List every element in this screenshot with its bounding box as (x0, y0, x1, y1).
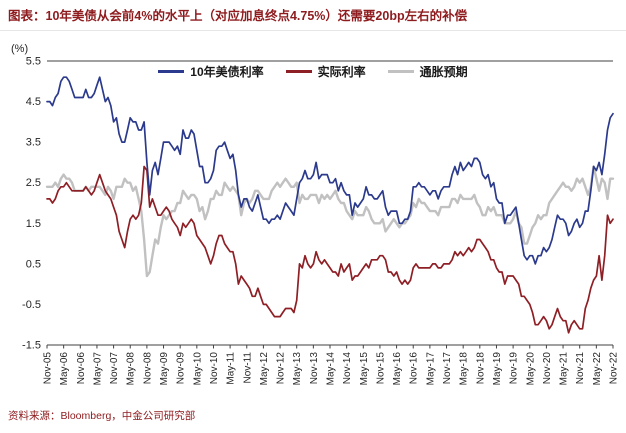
x-tick-label: May-10 (192, 352, 203, 386)
x-tick-label: Nov-13 (309, 352, 320, 385)
x-tick-label: Nov-16 (409, 352, 420, 385)
y-tick-label: -0.5 (22, 299, 41, 311)
y-tick-label: 2.5 (26, 177, 41, 189)
x-tick-label: Nov-18 (475, 352, 486, 385)
x-tick-label: May-06 (59, 352, 70, 386)
x-tick-label: May-22 (592, 352, 603, 386)
y-axis-unit-label: (%) (11, 43, 29, 55)
y-tick-label: 3.5 (26, 137, 41, 149)
y-tick-label: -1.5 (22, 340, 41, 352)
nominal-yield-line (46, 76, 614, 265)
x-tick-label: Nov-06 (76, 352, 87, 385)
x-tick-label: Nov-20 (542, 352, 553, 385)
x-tick-label: Nov-12 (276, 352, 287, 385)
x-tick-label: Nov-07 (109, 352, 120, 385)
x-tick-label: Nov-15 (375, 352, 386, 385)
x-tick-label: May-21 (559, 352, 570, 386)
x-tick-label: May-17 (425, 352, 436, 386)
x-tick-label: Nov-10 (209, 352, 220, 385)
real-yield-line (46, 165, 614, 334)
x-tick-label: May-09 (159, 352, 170, 386)
x-tick-label: Nov-11 (242, 352, 253, 384)
x-tick-label: May-12 (259, 352, 270, 386)
x-tick-label: May-20 (525, 352, 536, 386)
x-tick-label: May-15 (359, 352, 370, 386)
chart-area: (%) 10年美债利率 实际利率 通胀预期 5.5 4.5 3.5 2.5 1.5 0.5… (0, 31, 626, 403)
y-tick-label: 1.5 (26, 218, 41, 230)
y-tick-label: 5.5 (26, 56, 41, 68)
x-tick-label: May-08 (126, 352, 137, 386)
x-tick-label: Nov-17 (442, 352, 453, 385)
source-note: 资料来源：Bloomberg，中金公司研究部 (8, 410, 196, 422)
x-tick-label: May-11 (226, 352, 237, 385)
x-tick-label: May-13 (292, 352, 303, 386)
x-tick-label: Nov-21 (575, 352, 586, 385)
x-tick-label: May-18 (459, 352, 470, 386)
x-tick-label: May-19 (492, 352, 503, 386)
x-tick-label: Nov-08 (142, 352, 153, 385)
x-tick-label: May-14 (326, 352, 337, 386)
chart-title: 图表：10年美债从会前4%的水平上（对应加息终点4.75%）还需要20bp左右的… (0, 0, 626, 31)
x-tick-label: Nov-22 (609, 352, 620, 385)
y-tick-label: 4.5 (26, 96, 41, 108)
x-tick-label: Nov-09 (176, 352, 187, 385)
x-tick-label: May-07 (92, 352, 103, 386)
x-tick-label: May-16 (392, 352, 403, 386)
x-tick-label: Nov-14 (342, 352, 353, 385)
x-tick-label: Nov-19 (509, 352, 520, 385)
x-tick-label: Nov-05 (43, 352, 54, 385)
y-tick-label: 0.5 (26, 258, 41, 270)
